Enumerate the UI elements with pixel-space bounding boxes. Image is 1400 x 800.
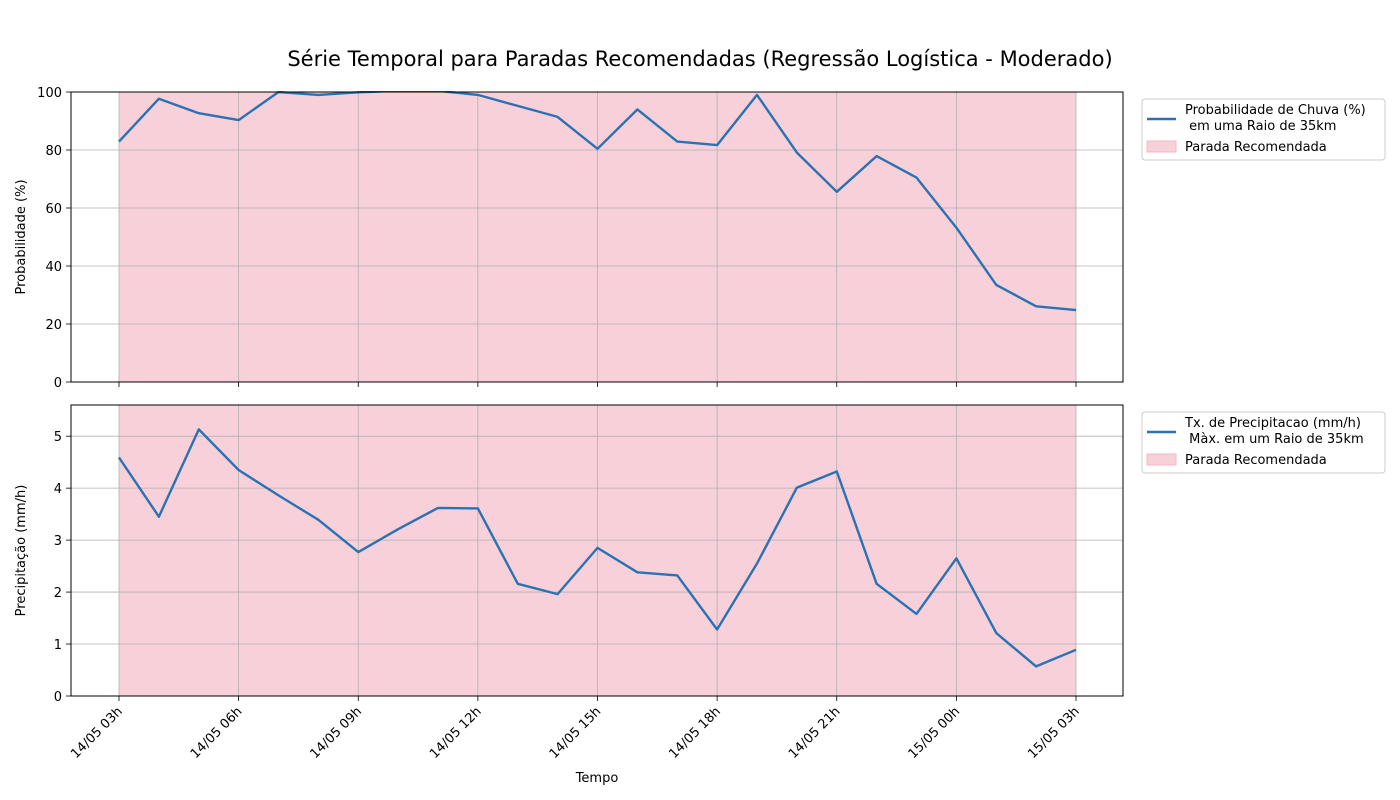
y-tick-label: 20	[45, 318, 62, 333]
y-tick-label: 2	[54, 586, 62, 601]
y-tick-label: 80	[45, 144, 62, 159]
x-tick-label: 15/05 00h	[906, 704, 964, 762]
x-tick-label: 14/05 15h	[547, 704, 605, 762]
x-tick-label: 14/05 21h	[786, 704, 844, 762]
y-tick-label: 1	[54, 638, 62, 653]
legend-region-swatch	[1146, 140, 1177, 153]
series-line	[118, 428, 1077, 668]
y-tick-label: 100	[37, 86, 62, 101]
legend-region-label: Parada Recomendada	[1185, 140, 1327, 155]
legend-box	[1141, 98, 1386, 161]
y-tick-label: 0	[54, 376, 62, 391]
y-tick-label: 3	[54, 534, 62, 549]
x-tick-label: 14/05 18h	[666, 704, 724, 762]
x-tick-label: 14/05 12h	[427, 704, 485, 762]
legend-box	[1141, 411, 1386, 474]
y-tick-label: 4	[54, 482, 62, 497]
x-tick-label: 14/05 03h	[68, 704, 126, 762]
legend-region-label: Parada Recomendada	[1185, 453, 1327, 468]
x-tick-label: 15/05 03h	[1025, 704, 1083, 762]
legend-probability: Probabilidade de Chuva (%) em uma Raio d…	[1141, 98, 1386, 161]
y-axis-label: Probabilidade (%)	[14, 179, 29, 294]
plot-frame	[70, 404, 1124, 697]
x-axis-label: Tempo	[575, 771, 619, 786]
x-tick-label: 14/05 06h	[188, 704, 246, 762]
legend-region-swatch	[1146, 453, 1177, 466]
y-axis-label: Precipitação (mm/h)	[14, 485, 29, 617]
plot-frame	[70, 91, 1124, 383]
y-tick-label: 60	[45, 202, 62, 217]
probability-panel: 0 20 40 60 80 100 Probabilidade (%)	[14, 86, 1124, 391]
chart-title: Série Temporal para Paradas Recomendadas…	[287, 47, 1112, 71]
legend-series-label: Probabilidade de Chuva (%) em uma Raio d…	[1185, 103, 1366, 134]
legend-series-label: Tx. de Precipitacao (mm/h) Màx. em um Ra…	[1184, 416, 1364, 447]
x-tick-label: 14/05 09h	[308, 704, 366, 762]
precipitation-panel: 14/05 03h 14/05 06h 14/05 09h 14/05 12h 14/0…	[14, 404, 1124, 762]
y-tick-label: 0	[54, 690, 62, 705]
y-tick-label: 5	[54, 430, 62, 445]
y-tick-label: 40	[45, 260, 62, 275]
legend-precipitation: Tx. de Precipitacao (mm/h) Màx. em um Ra…	[1141, 411, 1386, 474]
